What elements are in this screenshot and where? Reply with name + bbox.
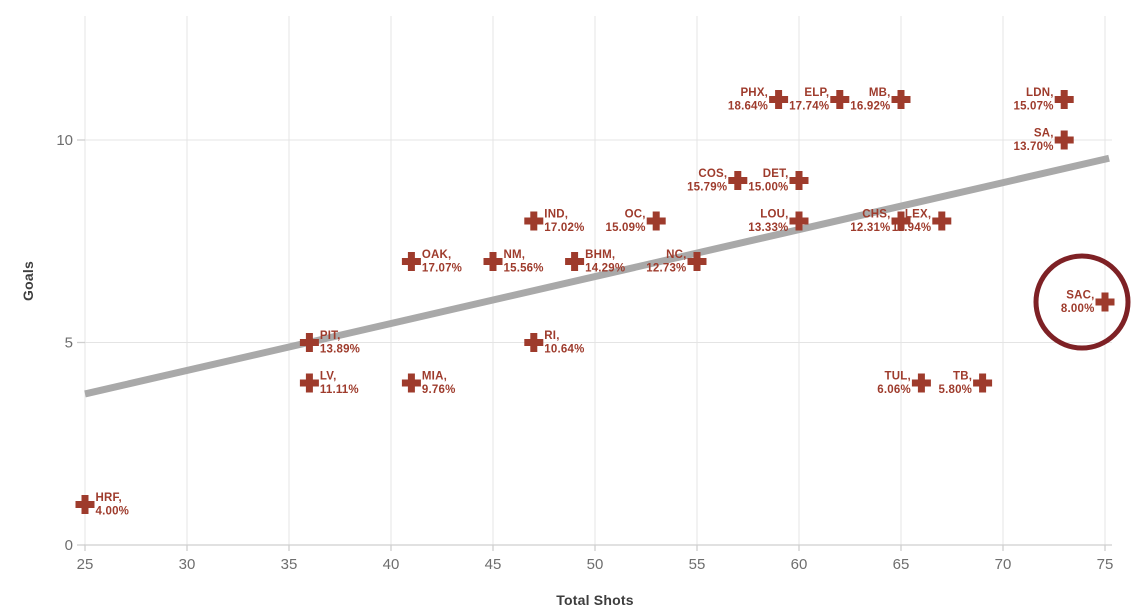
data-point-label-team: LOU,: [760, 209, 788, 221]
x-tick-label: 35: [281, 556, 298, 573]
data-point-label-pct: 12.31%: [850, 222, 890, 234]
data-point-marker[interactable]: [789, 211, 809, 231]
data-point-label-pct: 13.89%: [320, 344, 360, 356]
annotation-circle: [1033, 253, 1131, 351]
data-point-label-team: SA,: [1034, 128, 1054, 140]
data-point-marker[interactable]: [401, 252, 421, 271]
x-tick-label: 25: [77, 556, 94, 573]
data-point-label-team: NM,: [504, 249, 526, 261]
y-tick-label: 5: [65, 335, 73, 352]
data-point-label-team: OAK,: [422, 249, 452, 261]
data-point-label-pct: 14.29%: [585, 263, 625, 275]
data-point-label-team: IND,: [544, 209, 568, 221]
data-point-label-pct: 15.56%: [504, 263, 544, 275]
data-point-marker[interactable]: [299, 333, 319, 352]
data-point-label-team: ELP,: [804, 87, 829, 99]
data-point-label-team: TB,: [953, 371, 972, 383]
x-tick-label: 65: [893, 556, 910, 573]
data-point-label-pct: 16.92%: [850, 101, 890, 113]
data-point-label-pct: 18.64%: [728, 101, 768, 113]
data-point-label-pct: 15.09%: [605, 222, 645, 234]
data-point-label-pct: 4.00%: [96, 506, 130, 518]
data-point-marker[interactable]: [932, 211, 952, 231]
data-point-label-pct: 11.94%: [892, 222, 932, 234]
data-point-label-team: PHX,: [740, 87, 768, 99]
data-point-label-pct: 12.73%: [646, 263, 686, 275]
data-point-label-team: MB,: [869, 87, 891, 99]
data-point-marker[interactable]: [911, 373, 931, 393]
data-point-marker[interactable]: [973, 373, 993, 393]
data-point-label-team: LEX,: [905, 209, 931, 221]
x-tick-label: 70: [995, 556, 1012, 573]
data-point-marker[interactable]: [524, 211, 544, 231]
x-tick-label: 50: [587, 556, 604, 573]
data-point-label-team: TUL,: [885, 371, 911, 383]
data-point-label-team: HRF,: [96, 492, 122, 504]
data-point-label-team: LDN,: [1026, 87, 1054, 99]
data-point-marker[interactable]: [891, 90, 911, 109]
data-point-label-pct: 6.06%: [877, 384, 911, 396]
x-tick-label: 75: [1097, 556, 1114, 573]
data-point-marker[interactable]: [728, 171, 748, 190]
data-point-label-team: SAC,: [1066, 290, 1094, 302]
x-tick-label: 60: [791, 556, 808, 573]
data-point-label-team: BHM,: [585, 249, 615, 261]
x-tick-label: 45: [485, 556, 502, 573]
data-point-label-team: MIA,: [422, 371, 447, 383]
data-point-label-pct: 11.11%: [320, 384, 359, 396]
data-point-marker[interactable]: [789, 171, 809, 190]
trend-line: [84, 154, 1110, 398]
data-point-label-pct: 15.00%: [748, 182, 788, 194]
x-tick-label: 55: [689, 556, 706, 573]
data-point-marker[interactable]: [524, 333, 544, 352]
data-point-marker[interactable]: [687, 252, 707, 271]
data-point-label-team: PIT,: [320, 330, 341, 342]
data-point-marker[interactable]: [1054, 90, 1074, 109]
data-point-marker[interactable]: [891, 211, 911, 231]
data-point-label-pct: 13.70%: [1013, 141, 1053, 153]
data-point-label-pct: 17.74%: [789, 101, 829, 113]
data-point-label-team: OC,: [625, 209, 646, 221]
data-point-label-pct: 15.07%: [1013, 101, 1053, 113]
data-point-marker[interactable]: [830, 90, 850, 109]
data-point-marker[interactable]: [483, 252, 503, 271]
data-point-marker[interactable]: [1095, 292, 1115, 312]
data-point-marker[interactable]: [75, 495, 95, 514]
data-point-marker[interactable]: [1054, 130, 1074, 150]
data-point-label-team: DET,: [763, 168, 789, 180]
data-point-label-pct: 17.07%: [422, 263, 462, 275]
data-point-marker[interactable]: [401, 373, 421, 393]
data-point-label-team: RI,: [544, 330, 559, 342]
data-point-marker[interactable]: [646, 211, 666, 231]
data-point-marker[interactable]: [565, 252, 585, 271]
data-point-label-pct: 17.02%: [544, 222, 584, 234]
y-tick-label: 10: [56, 132, 73, 149]
data-point-label-pct: 9.76%: [422, 384, 456, 396]
data-point-label-pct: 5.80%: [938, 384, 972, 396]
y-tick-label: 0: [65, 537, 73, 554]
data-point-label-pct: 15.79%: [687, 182, 727, 194]
data-point-label-pct: 13.33%: [748, 222, 788, 234]
x-axis-title: Total Shots: [556, 592, 634, 608]
x-tick-label: 40: [383, 556, 400, 573]
y-axis-title: Goals: [20, 261, 36, 301]
data-point-label-pct: 10.64%: [544, 344, 584, 356]
data-point-label-team: NC,: [666, 249, 686, 261]
data-point-label-team: COS,: [698, 168, 727, 180]
data-point-label-team: CHS,: [862, 209, 890, 221]
x-tick-label: 30: [179, 556, 196, 573]
data-point-label-team: LV,: [320, 371, 337, 383]
data-point-marker[interactable]: [769, 90, 789, 109]
data-point-label-pct: 8.00%: [1061, 303, 1095, 315]
data-point-marker[interactable]: [299, 373, 319, 393]
